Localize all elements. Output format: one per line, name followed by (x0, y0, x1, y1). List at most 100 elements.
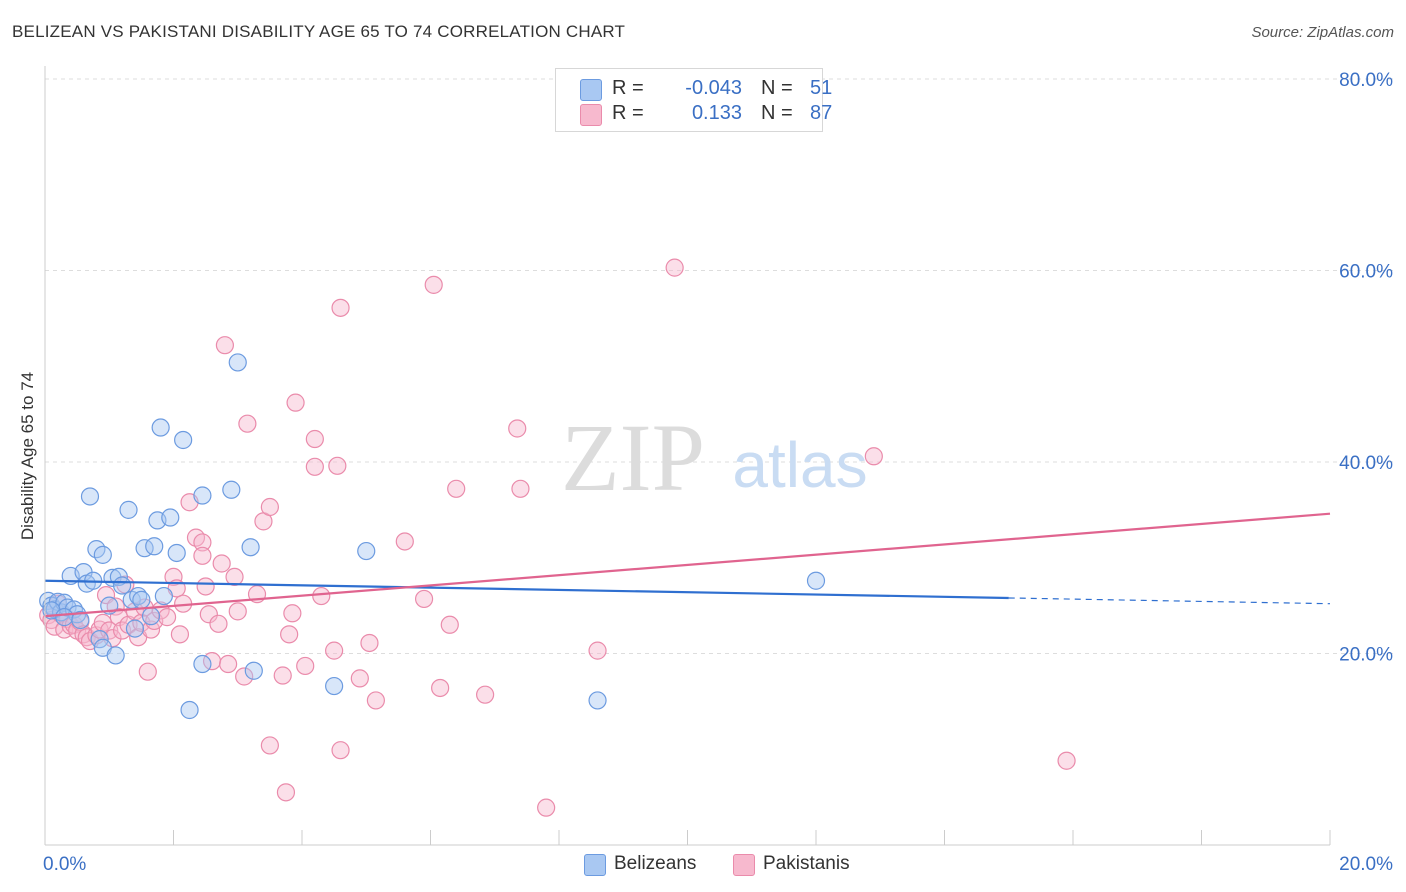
x-tick-label: 0.0% (43, 854, 86, 875)
belizeans-point (167, 543, 186, 563)
belizeans-point (80, 487, 100, 506)
pakistanis-point (260, 497, 279, 517)
series-belizeans-points (39, 353, 826, 720)
pakistanis-point (276, 783, 296, 802)
belizeans-point (119, 500, 138, 519)
pakistanis-point (537, 798, 556, 817)
pakistanis-point (440, 615, 459, 634)
pakistanis-point (212, 554, 231, 573)
trend-lines (44, 512, 1331, 618)
belizeans-point (161, 508, 180, 527)
belizeans-point (222, 480, 241, 499)
watermark-atlas: atlas (732, 429, 867, 501)
belizeans-point (588, 691, 607, 710)
belizeans-point (228, 353, 247, 372)
pakistanis-point (157, 608, 177, 627)
axes: 20.0% 40.0% 60.0% 80.0% 0.0% 20.0% (43, 66, 1393, 875)
pakistanis-point (1057, 751, 1076, 770)
correlation-legend: R = -0.043 N = 51 R = 0.133 N = 87 (555, 68, 832, 132)
pakistanis-swatch (580, 104, 602, 126)
grid-layer (45, 78, 1393, 654)
pakistanis-point (235, 667, 254, 686)
pakistanis-point (508, 419, 527, 438)
pakistanis-point (312, 586, 331, 606)
pakistanis-point (103, 629, 122, 648)
pakistanis-point (360, 633, 379, 653)
r-label: R = (612, 77, 644, 99)
pakistanis-point (225, 567, 244, 587)
r-label: R = (612, 102, 644, 124)
belizeans-point (241, 538, 260, 557)
pakistanis-point (138, 662, 157, 681)
pakistanis-point (476, 685, 495, 704)
belizeans-swatch (584, 854, 606, 876)
r-value: -0.043 (685, 77, 742, 99)
pakistanis-point (196, 577, 215, 596)
belizeans-point (193, 486, 212, 505)
belizeans-point (151, 418, 170, 437)
n-label: N = (761, 77, 793, 99)
pakistanis-point (273, 666, 292, 685)
pakistanis-point (193, 546, 212, 565)
pakistanis-point (199, 605, 218, 624)
belizeans-point (325, 676, 344, 696)
belizeans-point (193, 654, 212, 674)
pakistanis-point (164, 567, 183, 587)
pakistanis-point (209, 614, 228, 633)
y-tick-label: 80.0% (1339, 70, 1393, 91)
y-tick-label: 60.0% (1339, 262, 1393, 283)
y-axis-label: Disability Age 65 to 74 (18, 372, 37, 540)
pakistanis-point (511, 479, 530, 498)
legend-label: Belizeans (614, 853, 697, 874)
pakistanis-point (328, 456, 347, 475)
belizeans-point (174, 430, 193, 450)
pakistanis-point (193, 533, 212, 552)
belizeans-point (145, 537, 164, 556)
pakistanis-point (665, 258, 684, 277)
x-tick-label: 20.0% (1339, 854, 1393, 875)
pakistanis-point (588, 641, 607, 660)
pakistanis-point (283, 604, 302, 623)
watermark-zip: ZIP (561, 404, 705, 511)
belizeans-point (141, 607, 161, 626)
pakistanis-point (215, 336, 234, 355)
pakistanis-point (350, 669, 369, 688)
n-value: 87 (810, 102, 833, 124)
belizeans-trend-line (44, 579, 1009, 600)
y-tick-label: 20.0% (1339, 645, 1393, 666)
series-pakistanis-points (39, 258, 1076, 817)
pakistanis-point (331, 741, 350, 760)
belizeans-point (55, 608, 74, 627)
belizeans-point (244, 661, 263, 680)
pakistanis-point (260, 736, 279, 755)
pakistanis-point (366, 691, 385, 710)
belizeans-point (180, 700, 199, 720)
n-value: 51 (810, 77, 833, 99)
pakistanis-trend-line (44, 512, 1331, 618)
belizeans-point (132, 590, 151, 609)
pakistanis-point (325, 641, 344, 660)
belizeans-point (357, 541, 376, 561)
pakistanis-point (305, 457, 324, 476)
watermark: ZIP atlas (561, 404, 868, 511)
pakistanis-point (238, 414, 257, 433)
series-legend: Belizeans Pakistanis (0, 852, 1406, 878)
belizeans-swatch (580, 79, 602, 101)
y-tick-label: 40.0% (1339, 453, 1393, 474)
pakistanis-swatch (733, 854, 755, 876)
pakistanis-point (414, 589, 434, 609)
pakistanis-point (305, 429, 324, 449)
belizeans-point (112, 576, 132, 595)
belizeans-point (154, 586, 173, 606)
pakistanis-point (228, 602, 247, 621)
pakistanis-point (431, 678, 450, 698)
legend-label: Pakistanis (763, 853, 850, 874)
pakistanis-point (864, 447, 883, 466)
belizeans-point (106, 646, 125, 665)
belizeans-point (71, 610, 90, 630)
pakistanis-point (424, 275, 443, 294)
pakistanis-point (331, 298, 350, 317)
pakistanis-point (447, 479, 466, 498)
pakistanis-point (280, 625, 299, 644)
